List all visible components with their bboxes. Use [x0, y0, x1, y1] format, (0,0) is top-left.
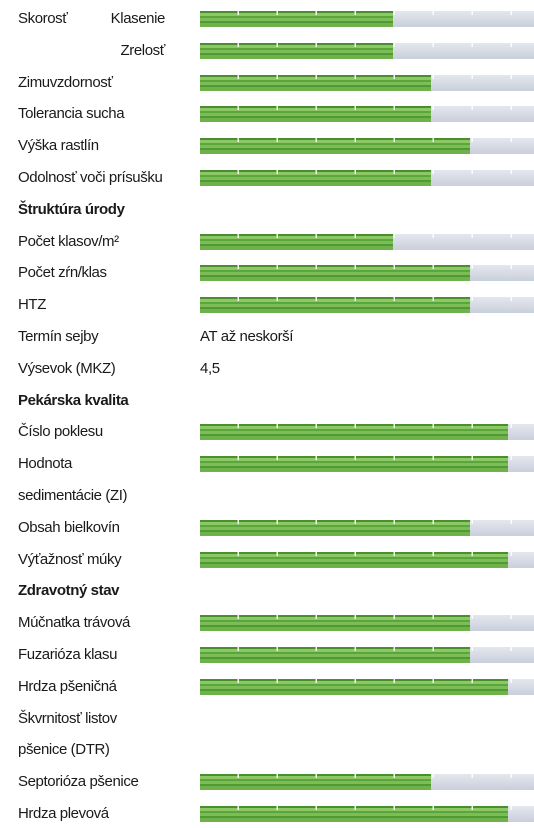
rating-bar	[200, 615, 470, 632]
row-label: Škvrnitosť listov	[18, 709, 117, 727]
rating-bar	[200, 11, 393, 27]
rating-bar	[200, 647, 470, 663]
row-label: Hrdza pšeničná	[18, 677, 117, 695]
row-label: Tolerancia sucha	[18, 105, 125, 123]
row-label: Zrelosť	[120, 41, 166, 59]
rating-track	[200, 106, 534, 123]
row-label: sedimentácie (ZI)	[18, 487, 128, 504]
rating-track	[200, 456, 534, 473]
row-label: Termín sejby	[18, 328, 99, 345]
section-heading: Pekárska kvalita	[18, 391, 129, 409]
rating-track	[200, 138, 534, 155]
row-label: Počet klasov/m²	[18, 232, 119, 250]
rating-bar	[200, 774, 431, 791]
row-label: Počet zŕn/klas	[18, 264, 107, 282]
rating-track	[200, 519, 534, 536]
row-label: Klasenie	[110, 10, 166, 27]
rating-bar	[200, 74, 431, 91]
section-heading: Štruktúra úrody	[18, 200, 125, 218]
rating-bar	[200, 233, 393, 250]
row-label: pšenice (DTR)	[18, 741, 110, 759]
rating-track	[200, 233, 534, 250]
rating-bar	[200, 297, 470, 314]
row-label: Hrdza plevová	[18, 805, 109, 822]
row-label: Fuzarióza klasu	[18, 646, 118, 663]
rating-bar	[200, 106, 431, 123]
rating-track	[200, 42, 534, 59]
rating-bar	[200, 519, 470, 536]
row-label: Hodnota	[18, 455, 72, 473]
row-label: HTZ	[18, 296, 46, 314]
rating-bar	[200, 678, 508, 695]
row-label: Múčnatka trávová	[18, 614, 130, 632]
rating-track	[200, 11, 534, 27]
rating-track	[200, 615, 534, 632]
rating-bar	[200, 42, 393, 59]
rating-track	[200, 74, 534, 91]
row-value: AT až neskorší	[200, 328, 294, 345]
rating-bar	[200, 170, 431, 186]
rating-bar	[200, 806, 508, 822]
rating-track	[200, 774, 534, 791]
rating-track	[200, 551, 534, 568]
rating-track	[200, 170, 534, 186]
rating-track	[200, 424, 534, 441]
row-label: Odolnosť voči prísušku	[18, 169, 163, 186]
row-label: Výsevok (MKZ)	[18, 359, 116, 377]
rating-track	[200, 265, 534, 282]
rating-track	[200, 647, 534, 663]
rating-bar	[200, 424, 508, 441]
row-label: Výška rastlín	[18, 137, 99, 155]
rating-track	[200, 297, 534, 314]
row-label: Septorióza pšenice	[18, 773, 139, 791]
group-label: Skorosť	[18, 10, 68, 27]
row-label: Výťažnosť múky	[18, 550, 122, 568]
row-label: Číslo poklesu	[18, 423, 103, 441]
row-label: Zimuvzdornosť	[18, 73, 113, 91]
rating-bar	[200, 138, 470, 155]
rating-track	[200, 678, 534, 695]
row-value: 4,5	[200, 359, 220, 377]
row-label: Obsah bielkovín	[18, 518, 120, 536]
section-heading: Zdravotný stav	[18, 582, 120, 600]
rating-bar	[200, 265, 470, 282]
rating-bar	[200, 456, 508, 473]
rating-bar	[200, 551, 508, 568]
rating-track	[200, 806, 534, 822]
